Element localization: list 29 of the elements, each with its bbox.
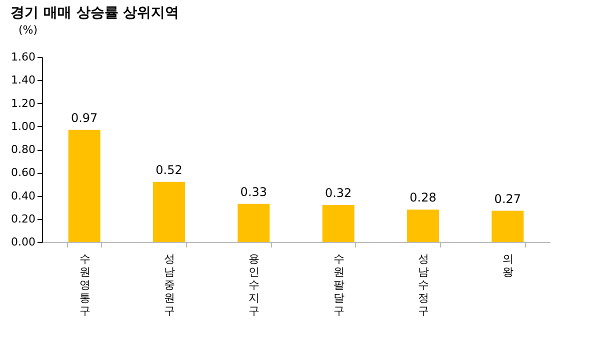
data-label: 0.33: [240, 184, 268, 199]
data-label: 0.28: [410, 190, 436, 205]
y-tick-label: 1.00: [11, 120, 36, 133]
y-tick-label: 1.20: [11, 96, 36, 110]
bar: [407, 210, 439, 242]
x-tick-label: 수원 팔달구: [333, 252, 344, 318]
data-label: 0.97: [70, 110, 98, 125]
y-tick-label: 0.40: [11, 189, 36, 202]
bar: [492, 210, 524, 242]
y-tick-label: 1.60: [11, 50, 36, 64]
bar: [322, 205, 354, 242]
y-tick-label: 0.60: [11, 166, 36, 180]
data-label: 0.27: [494, 192, 522, 206]
y-tick-label: 0.80: [11, 143, 36, 156]
x-tick-label: 수원 영통구: [79, 252, 90, 318]
bar: [153, 182, 185, 242]
y-tick-label: 1.40: [11, 74, 36, 87]
bar: [238, 204, 270, 242]
bar: [68, 130, 100, 242]
y-tick-label: 0.20: [11, 212, 36, 226]
x-tick-label: 용인 수지구: [248, 252, 260, 318]
x-tick-label: 의왕: [502, 252, 514, 278]
x-tick-label: 성남 중원구: [164, 252, 175, 318]
y-tick-label: 0.00: [11, 236, 36, 248]
y-axis-title: (%): [18, 24, 38, 36]
data-label: 0.32: [324, 186, 352, 200]
chart-title: 경기 매매 상승률 상위지역: [10, 5, 180, 21]
data-label: 0.52: [156, 162, 182, 177]
x-tick-label: 성남 수정구: [418, 252, 429, 318]
